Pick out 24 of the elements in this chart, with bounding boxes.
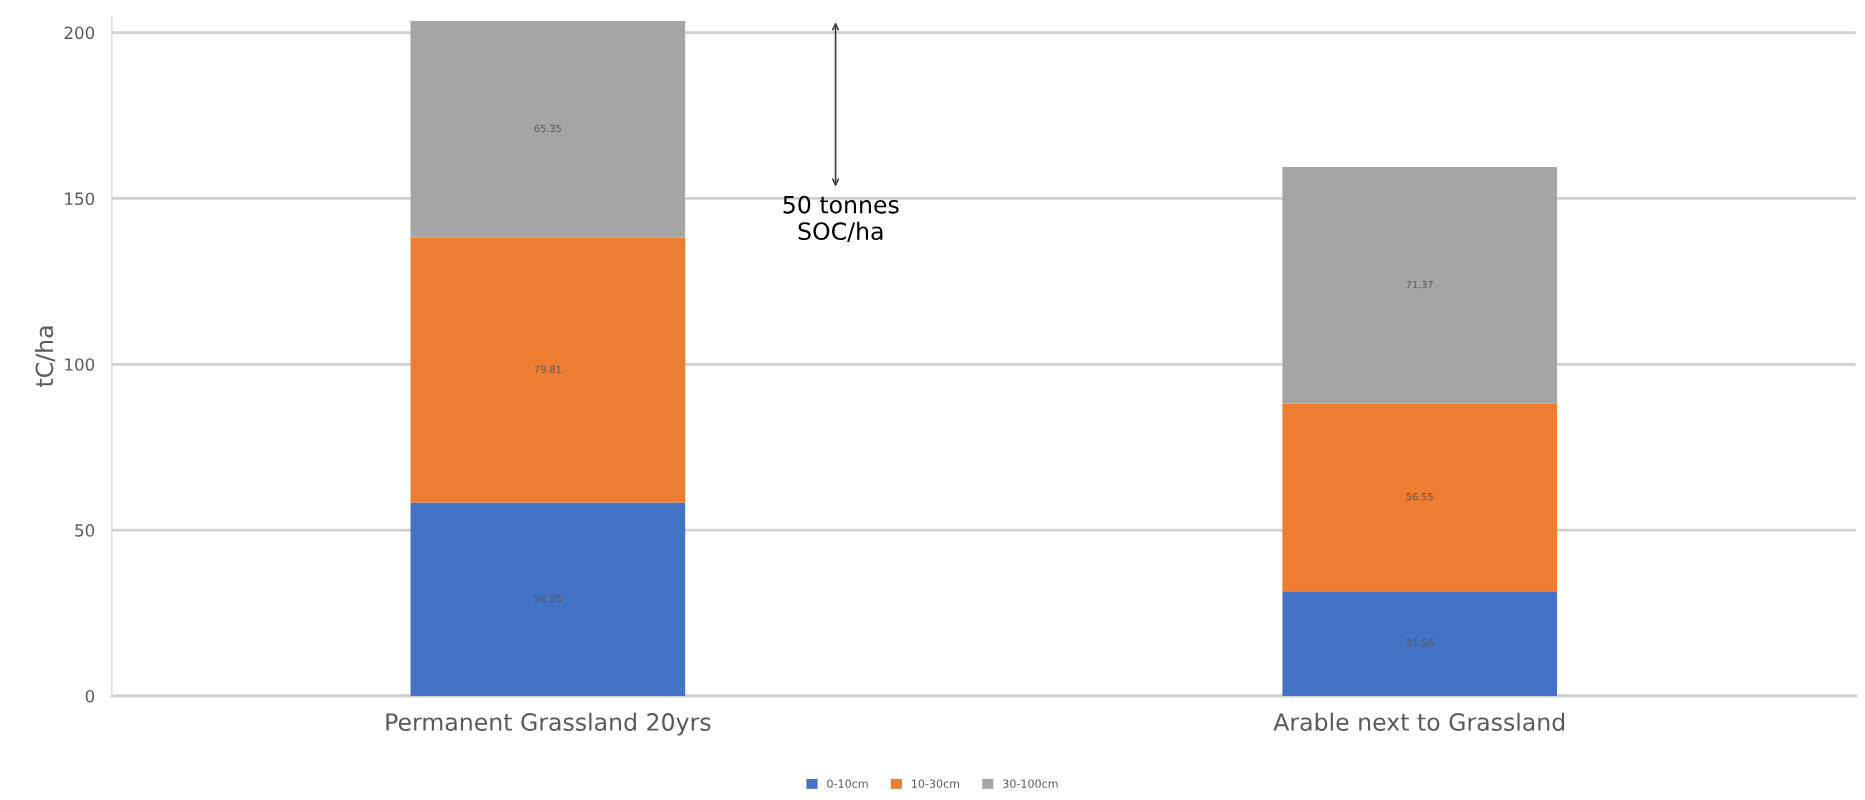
y-tick-label: 0	[85, 689, 95, 703]
data-label: 65.35	[534, 124, 561, 133]
bar	[410, 20, 686, 238]
legend-label: 10-30cm	[912, 779, 960, 788]
legend-label: 30-100cm	[1003, 779, 1058, 788]
data-label: 56.55	[1406, 492, 1433, 501]
legend-label: 0-10cm	[827, 779, 868, 788]
annotation: 50 tonnes SOC/ha	[783, 195, 899, 242]
bar	[1282, 403, 1558, 592]
x-tick-label: Arable next to Grassland	[1273, 712, 1565, 731]
y-tick-label: 150	[65, 192, 95, 206]
data-label: 79.81	[534, 365, 561, 373]
x-tick-label: Permanent Grassland 20yrs	[386, 712, 711, 736]
y-tick-label: 100	[65, 358, 95, 371]
data-label: 58.35	[534, 594, 561, 603]
y-tick-label: 50	[75, 524, 95, 537]
bar	[410, 502, 686, 696]
data-label: 31.56	[1406, 639, 1434, 647]
bar	[410, 237, 686, 503]
y-tick-label: 200	[64, 26, 95, 40]
y-axis-title: tC/ha	[35, 326, 56, 387]
bar	[1282, 166, 1558, 404]
data-label: 71.37	[1406, 280, 1433, 289]
bar	[1282, 591, 1558, 696]
